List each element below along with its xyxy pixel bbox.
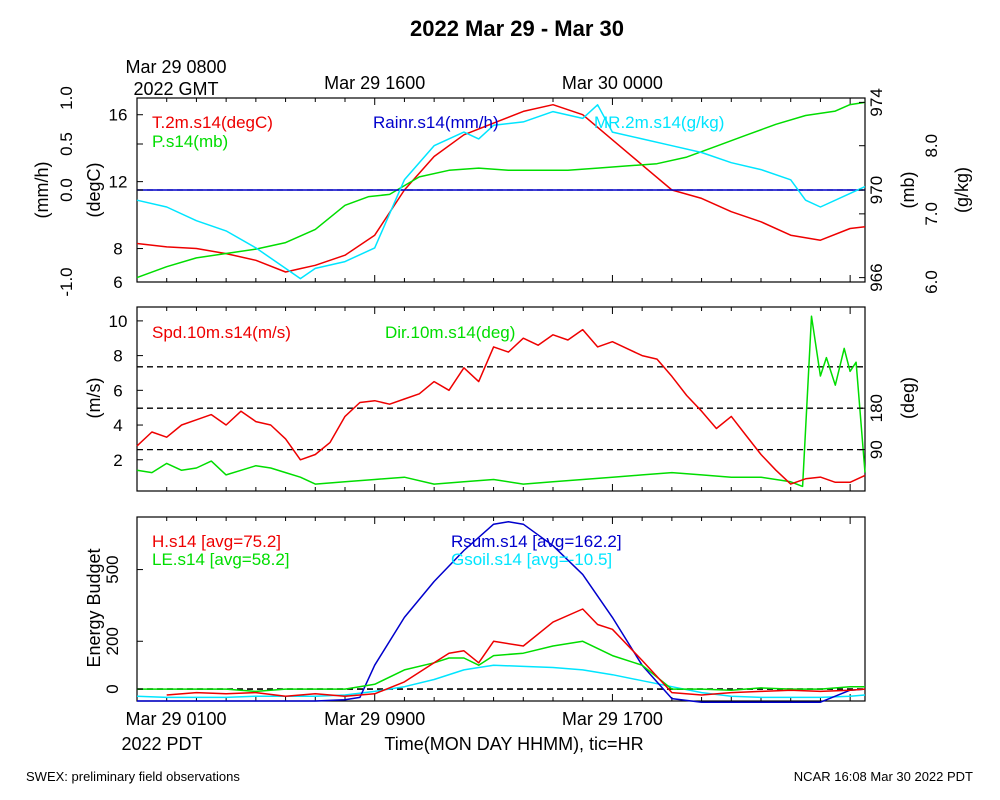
series-line-wind-direction	[136, 315, 866, 488]
legend-entry: Gsoil.s14 [avg=-10.5]	[451, 550, 612, 569]
direction-axis-title: (deg)	[898, 377, 918, 419]
y-tick-label: 16	[109, 106, 128, 125]
x-axis-title: Time(MON DAY HHMM), tic=HR	[384, 734, 643, 754]
series-line-soil-heat	[136, 664, 866, 699]
temp-axis-title: (degC)	[84, 162, 104, 217]
bottom-axis-timezone: 2022 PDT	[121, 734, 202, 754]
y-tick-label: 10	[109, 312, 128, 331]
legend-entry: Rainr.s14(mm/h)	[373, 113, 499, 132]
y-tick-label: 2	[113, 451, 122, 470]
mr-axis-title: (g/kg)	[952, 167, 972, 213]
y-tick-label: 8.0	[922, 134, 941, 158]
legend-entry: T.2m.s14(degC)	[152, 113, 273, 132]
y-tick-label: 974	[867, 88, 886, 116]
y-tick-label: 200	[103, 627, 122, 655]
series-line-mixing-ratio	[136, 104, 866, 280]
series-line-sensible-heat	[166, 608, 866, 697]
footer-left: SWEX: preliminary field observations	[26, 769, 240, 784]
y-tick-label: 0.5	[57, 132, 76, 156]
bottom-axis-tick-label: Mar 29 1700	[562, 709, 663, 729]
y-tick-label: 0	[103, 684, 122, 693]
y-tick-label: 90	[867, 440, 886, 459]
panel-3-frame	[136, 516, 866, 702]
y-tick-label: 966	[867, 263, 886, 291]
pressure-axis-title: (mb)	[898, 172, 918, 209]
panel-wind: 2 4 6 8 10 90 180 (m/s) (deg) Spd.10m.s14(m/s) Dir…	[84, 307, 918, 491]
y-tick-label: 1.0	[57, 86, 76, 110]
legend-entry: Spd.10m.s14(m/s)	[152, 323, 291, 342]
y-tick-label: 8	[113, 347, 122, 366]
top-axis-timezone: 2022 GMT	[133, 79, 218, 99]
legend-entry: H.s14 [avg=75.2]	[152, 532, 281, 551]
y-tick-label: 8	[113, 240, 122, 259]
y-tick-label: 4	[113, 416, 122, 435]
y-tick-label: 6.0	[922, 270, 941, 294]
y-tick-label: 0.0	[57, 178, 76, 202]
legend-entry: MR.2m.s14(g/kg)	[594, 113, 724, 132]
legend-entry: LE.s14 [avg=58.2]	[152, 550, 290, 569]
panel-2-frame	[136, 306, 866, 492]
legend-entry: Dir.10m.s14(deg)	[385, 323, 515, 342]
top-axis-tick-label: Mar 29 1600	[324, 73, 425, 93]
legend-entry: Rsum.s14 [avg=162.2]	[451, 532, 622, 551]
y-tick-label: 500	[103, 555, 122, 583]
panel-temperature: -1.0 0.0 0.5 1.0 6 8 12 16 966 970 974 6.0 7.0 8.0 (mm…	[32, 86, 972, 296]
y-tick-label: 12	[109, 173, 128, 192]
top-time-axis: Mar 29 0800 Mar 29 1600 Mar 30 0000 2022 GM…	[125, 57, 663, 99]
energy-axis-title: Energy Budget	[84, 548, 104, 667]
bottom-time-axis: Mar 29 0100 Mar 29 0900 Mar 29 1700 2022 PD…	[121, 709, 662, 754]
top-axis-tick-label: Mar 30 0000	[562, 73, 663, 93]
legend-entry: P.s14(mb)	[152, 132, 228, 151]
figure-title: 2022 Mar 29 - Mar 30	[410, 16, 624, 41]
series-line-latent-heat	[137, 640, 865, 693]
speed-axis-title: (m/s)	[84, 378, 104, 419]
bottom-axis-tick-label: Mar 29 0900	[324, 709, 425, 729]
footer-right: NCAR 16:08 Mar 30 2022 PDT	[794, 769, 973, 784]
series-line-temperature	[136, 103, 866, 273]
y-tick-label: 6	[113, 273, 122, 292]
y-tick-label: 6	[113, 381, 122, 400]
y-tick-label: -1.0	[57, 267, 76, 296]
top-axis-tick-label: Mar 29 0800	[125, 57, 226, 77]
series-line-net-radiation	[137, 521, 866, 703]
series-line-pressure	[136, 101, 866, 279]
rain-axis-title: (mm/h)	[32, 162, 52, 219]
bottom-axis-tick-label: Mar 29 0100	[125, 709, 226, 729]
y-tick-label: 180	[867, 394, 886, 422]
y-tick-label: 970	[867, 176, 886, 204]
series-line-wind-speed	[136, 328, 866, 485]
y-tick-label: 7.0	[922, 202, 941, 226]
